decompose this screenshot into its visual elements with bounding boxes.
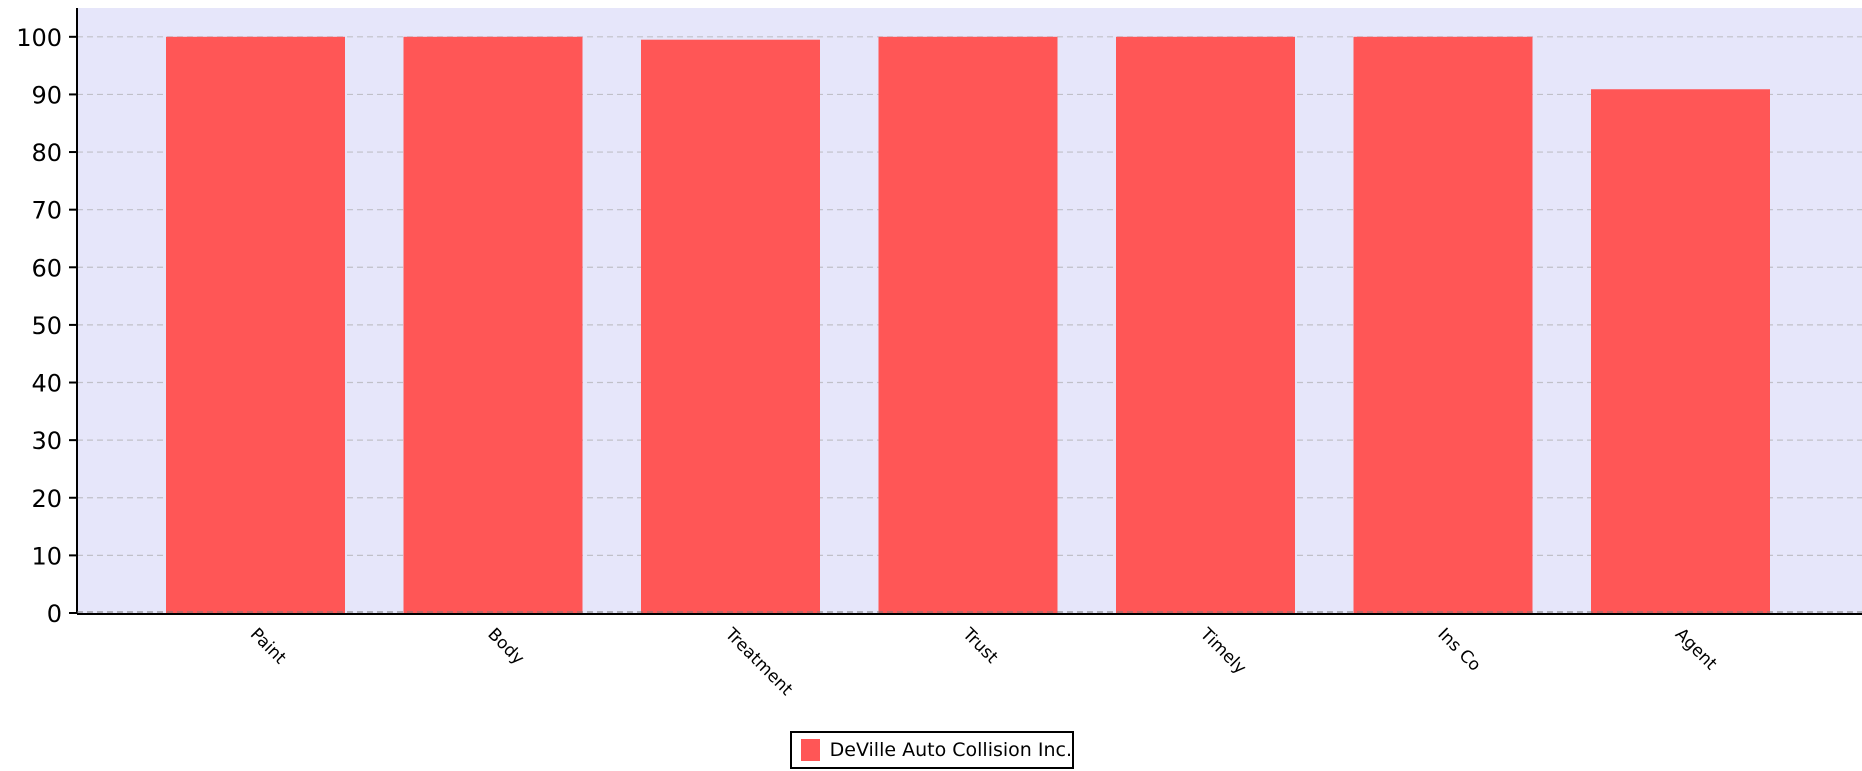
x-category-label: Timely: [1195, 624, 1250, 679]
y-tick-label: 40: [31, 370, 62, 398]
y-tick-label: 10: [31, 542, 62, 570]
x-category-label: Trust: [958, 624, 1002, 668]
bar-paint: [166, 36, 345, 614]
y-tick-labels: 0 10 20 30 40 50 60 70 80 90 100: [16, 24, 62, 628]
legend: DeVille Auto Collision Inc.: [790, 731, 1074, 769]
y-tick-label: 30: [31, 427, 62, 455]
y-tick-label: 60: [31, 254, 62, 282]
legend-label: DeVille Auto Collision Inc.: [829, 739, 1072, 761]
y-tick-label: 50: [31, 312, 62, 340]
x-category-labels: Paint Body Treatment Trust Timely Ins Co Agent: [246, 624, 1721, 700]
x-category-label: Paint: [246, 624, 290, 668]
axes: [76, 8, 1862, 615]
x-category-label: Treatment: [720, 624, 796, 700]
x-category-label: Body: [483, 624, 527, 668]
bar-trust: [878, 36, 1058, 614]
y-tick-label: 80: [31, 139, 62, 167]
bar-ins-co: [1353, 36, 1533, 614]
bar-timely: [1116, 36, 1295, 614]
y-tick-label: 20: [31, 485, 62, 513]
x-category-label: Agent: [1671, 624, 1721, 674]
bars: [166, 36, 1770, 614]
y-tick-label: 0: [47, 600, 62, 628]
y-tick-label: 90: [31, 81, 62, 109]
bar-body: [403, 36, 583, 614]
x-category-label: Ins Co: [1433, 624, 1484, 675]
legend-swatch: [801, 739, 820, 761]
y-tick-label: 70: [31, 197, 62, 225]
bar-agent: [1591, 89, 1770, 613]
y-tick-label: 100: [16, 24, 62, 52]
bar-treatment: [641, 39, 820, 613]
